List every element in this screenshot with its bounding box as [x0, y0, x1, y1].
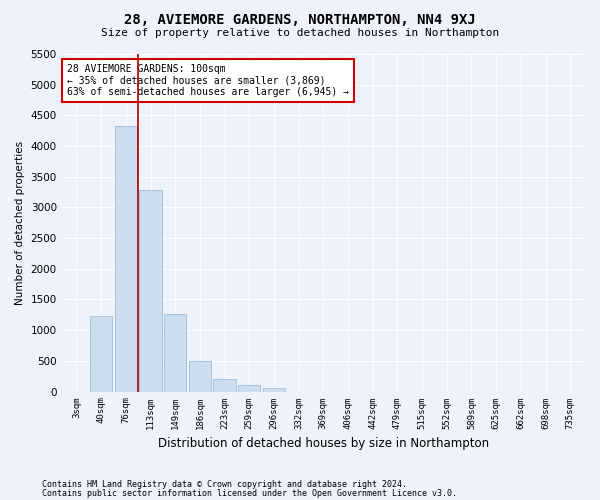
- Text: 28 AVIEMORE GARDENS: 100sqm
← 35% of detached houses are smaller (3,869)
63% of : 28 AVIEMORE GARDENS: 100sqm ← 35% of det…: [67, 64, 349, 98]
- Text: Size of property relative to detached houses in Northampton: Size of property relative to detached ho…: [101, 28, 499, 38]
- Bar: [90, 316, 112, 392]
- Bar: [214, 378, 236, 392]
- Bar: [238, 386, 260, 392]
- Bar: [189, 362, 211, 392]
- Y-axis label: Number of detached properties: Number of detached properties: [15, 140, 25, 305]
- Bar: [115, 126, 137, 392]
- X-axis label: Distribution of detached houses by size in Northampton: Distribution of detached houses by size …: [158, 437, 489, 450]
- Bar: [164, 314, 187, 392]
- Text: Contains public sector information licensed under the Open Government Licence v3: Contains public sector information licen…: [42, 489, 457, 498]
- Bar: [139, 190, 161, 392]
- Text: 28, AVIEMORE GARDENS, NORTHAMPTON, NN4 9XJ: 28, AVIEMORE GARDENS, NORTHAMPTON, NN4 9…: [124, 12, 476, 26]
- Bar: [263, 388, 285, 392]
- Text: Contains HM Land Registry data © Crown copyright and database right 2024.: Contains HM Land Registry data © Crown c…: [42, 480, 407, 489]
